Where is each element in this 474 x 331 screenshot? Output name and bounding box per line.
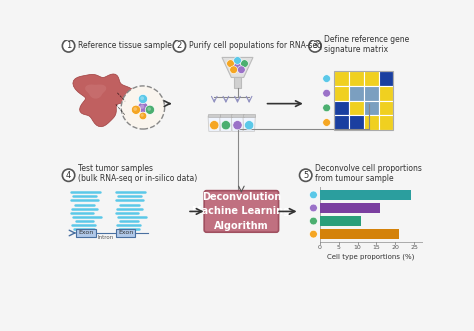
Bar [208,115,220,117]
Circle shape [147,107,151,111]
Bar [219,115,232,117]
Bar [319,203,380,213]
Bar [349,101,364,115]
Text: 5: 5 [337,245,340,250]
Bar [334,86,349,101]
Bar [235,77,241,88]
Circle shape [323,89,330,97]
Bar [76,229,96,237]
Circle shape [210,120,219,130]
Text: 10: 10 [354,245,361,250]
Polygon shape [231,116,244,131]
Bar [379,86,393,101]
Circle shape [139,112,147,120]
Text: Define reference gene
signature matrix: Define reference gene signature matrix [324,35,410,54]
Bar [319,190,410,200]
Text: 2: 2 [177,41,182,50]
Text: 25: 25 [410,245,419,250]
Circle shape [140,96,144,100]
Text: 15: 15 [373,245,380,250]
Circle shape [145,105,155,115]
Bar [364,101,379,115]
Text: 1: 1 [66,41,71,50]
Circle shape [310,217,317,225]
Bar [116,229,135,237]
Circle shape [323,75,330,82]
Bar [379,101,393,115]
Polygon shape [73,74,135,127]
Bar [364,115,379,130]
Text: Reference tissue sample: Reference tissue sample [78,41,172,50]
Circle shape [310,204,317,212]
Circle shape [233,120,242,130]
Text: Deconvolution
Machine Learning
Algorithm: Deconvolution Machine Learning Algorithm [192,192,291,231]
Circle shape [245,120,254,130]
Bar [334,71,349,86]
Circle shape [323,104,330,112]
Bar [319,216,361,226]
Circle shape [310,230,317,238]
Circle shape [241,60,248,68]
Text: Deconvolve cell proportions
from tumour sample: Deconvolve cell proportions from tumour … [315,164,422,183]
Circle shape [234,63,241,71]
Circle shape [63,169,75,181]
Polygon shape [85,84,106,99]
Circle shape [221,120,230,130]
Bar [334,71,393,130]
Polygon shape [222,58,253,77]
Bar [349,86,364,101]
Circle shape [131,105,141,115]
Circle shape [323,118,330,126]
Text: 5: 5 [303,171,308,180]
Circle shape [138,94,147,104]
Polygon shape [208,116,220,131]
Text: Exon: Exon [118,230,133,235]
Circle shape [133,107,137,111]
Text: Cell type proportions (%): Cell type proportions (%) [327,253,414,260]
Circle shape [227,60,235,68]
Text: 4: 4 [66,171,71,180]
Circle shape [309,40,321,52]
Polygon shape [243,116,255,131]
Bar [349,71,364,86]
Circle shape [300,169,312,181]
Text: 3: 3 [312,41,318,50]
Bar [231,115,244,117]
Text: Purify cell populations for RNA-seq: Purify cell populations for RNA-seq [189,41,322,50]
Bar [349,115,364,130]
Text: Intron: Intron [98,235,114,240]
Text: 0: 0 [318,245,321,250]
Circle shape [234,57,241,64]
Bar [243,115,255,117]
Circle shape [237,66,245,73]
FancyBboxPatch shape [204,191,279,232]
Bar [379,71,393,86]
Circle shape [310,191,317,199]
Circle shape [141,114,144,117]
Bar [364,71,379,86]
Text: Test tumor samples
(bulk RNA-seq or in-silico data): Test tumor samples (bulk RNA-seq or in-s… [78,164,197,183]
Text: Exon: Exon [78,230,93,235]
Bar [364,86,379,101]
Bar [379,115,393,130]
Circle shape [63,40,75,52]
Circle shape [173,40,186,52]
Text: 20: 20 [392,245,400,250]
Circle shape [230,66,237,73]
Circle shape [140,105,145,109]
Bar [334,101,349,115]
Bar [334,115,349,130]
Circle shape [137,102,148,113]
Circle shape [121,86,164,129]
Polygon shape [219,116,232,131]
Bar [319,229,399,239]
